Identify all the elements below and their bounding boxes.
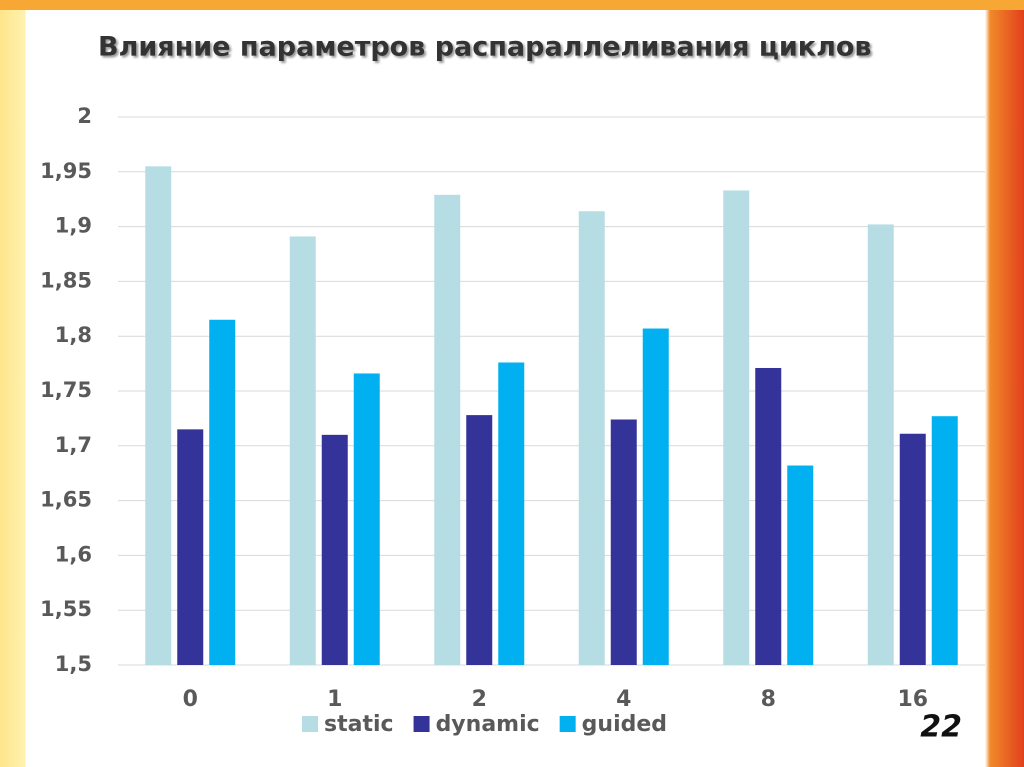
bar [867,224,894,665]
y-tick-label: 1,65 [40,488,92,512]
legend-label: dynamic [436,712,540,737]
bar [610,419,637,665]
y-tick-label: 1,5 [55,652,92,676]
bar [434,194,461,666]
bar [289,236,316,666]
top-decor [0,0,1024,10]
chart-title: Влияние параметров распараллеливания цик… [98,32,872,63]
bar [209,319,236,665]
bar [931,416,958,665]
y-tick-label: 1,6 [55,542,92,566]
x-tick-label: 16 [897,687,928,712]
legend-label: static [324,712,394,737]
x-tick-label: 2 [472,687,487,712]
y-tick-label: 1,95 [40,159,92,183]
bar [787,465,814,665]
bar [353,373,380,665]
bar [578,211,605,666]
y-tick-label: 2 [77,104,92,128]
y-tick-label: 1,75 [40,378,92,402]
legend-swatch [559,716,576,732]
bar [899,433,926,665]
x-tick-label: 0 [183,687,198,712]
title-box [90,10,975,82]
bar [498,362,525,665]
x-tick-label: 8 [761,687,776,712]
legend-swatch [302,716,318,732]
y-tick-label: 1,7 [55,433,92,457]
bar [177,429,204,665]
bar [755,367,782,665]
bar [145,166,172,665]
bar [642,328,669,665]
x-tick-label: 1 [327,687,342,712]
y-tick-label: 1,85 [40,268,92,292]
bar [466,415,493,665]
legend-swatch [413,716,430,732]
y-tick-label: 1,55 [40,597,92,621]
y-tick-label: 1,8 [55,323,92,347]
legend-label: guided [582,712,667,737]
bar [321,434,348,665]
slide-number: 22 [920,710,962,745]
bar [723,190,750,665]
x-tick-label: 4 [616,687,631,712]
y-tick-label: 1,9 [55,214,92,238]
